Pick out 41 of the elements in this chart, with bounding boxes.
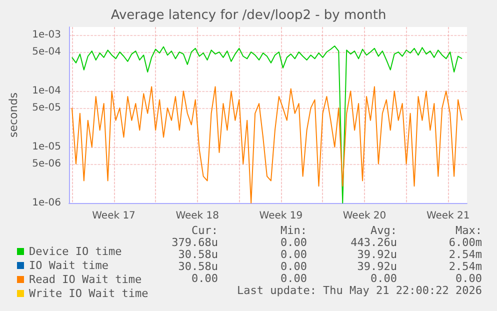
text: Cur: [192, 224, 218, 237]
x-tick-label: Week 21 [426, 210, 470, 222]
y-tick-label: 5e-06 [32, 158, 61, 170]
text: 0.00 [280, 236, 307, 249]
line-series [71, 86, 463, 204]
legend-label: Device IO time [29, 245, 122, 258]
text: 0.00 [280, 272, 307, 285]
line-series [71, 46, 463, 204]
x-tick-label: Week 17 [92, 210, 136, 222]
legend-label: Write IO Wait time [29, 287, 148, 300]
text: 2.54m [448, 260, 482, 273]
text: 0.00 [370, 272, 397, 285]
text: Avg: [370, 224, 397, 237]
text: 0.00 [280, 248, 307, 261]
y-tick-label: 1e-04 [32, 86, 61, 97]
y-tick-label: 1e-06 [32, 198, 61, 208]
text: 30.58u [178, 260, 218, 273]
text: 0.00 [192, 272, 218, 285]
legend-label: IO Wait time [29, 259, 108, 272]
chart-title: Average latency for /dev/loop2 - by month [110, 8, 386, 23]
legend-label: Read IO Wait time [29, 273, 142, 286]
text: Min: [280, 224, 307, 237]
text: 2.54m [448, 248, 482, 261]
x-tick-label: Week 20 [342, 210, 386, 222]
text: 0.00 [456, 272, 482, 285]
text: 6.00m [448, 236, 482, 249]
y-tick-label: 5e-05 [32, 102, 61, 114]
text: Max: [456, 224, 482, 237]
text: 443.26u [350, 236, 397, 249]
text: 39.92u [357, 260, 397, 273]
y-tick-label: 1e-03 [32, 30, 61, 41]
text: 379.68u [172, 236, 218, 249]
text: Last update: Thu May 21 22:00:22 2026 [236, 284, 482, 297]
x-tick-label: Week 19 [259, 210, 303, 222]
y-tick-label: 1e-05 [32, 142, 61, 153]
x-tick-label: Week 18 [176, 210, 220, 222]
y-axis-title: seconds [7, 92, 20, 138]
text: 30.58u [178, 248, 218, 261]
y-tick-label: 5e-04 [32, 46, 61, 58]
text: 39.92u [357, 248, 397, 261]
text: 0.00 [280, 260, 307, 273]
